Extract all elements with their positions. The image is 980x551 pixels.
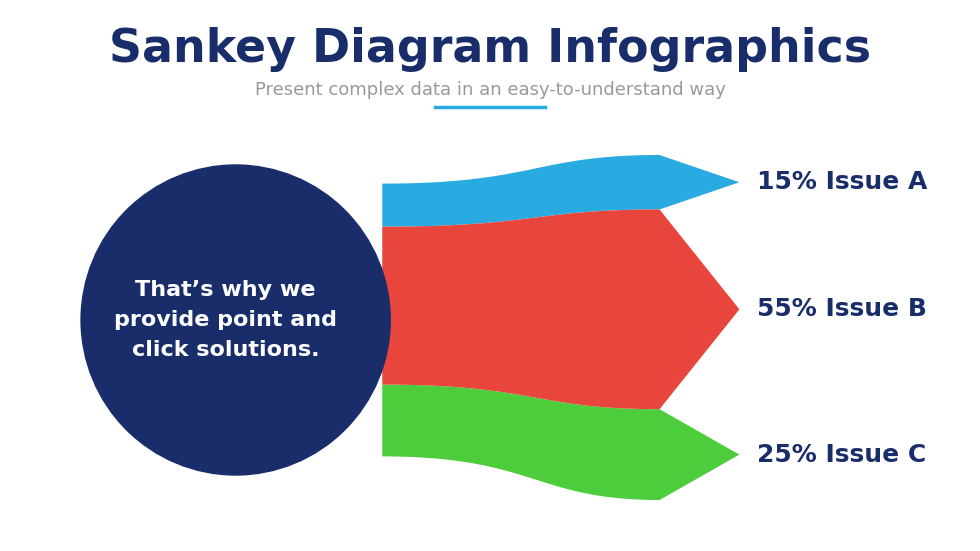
Polygon shape (382, 155, 739, 226)
Text: 25% Issue C: 25% Issue C (758, 442, 926, 467)
Polygon shape (382, 385, 739, 500)
Text: That’s why we
provide point and
click solutions.: That’s why we provide point and click so… (115, 280, 337, 360)
Text: 55% Issue B: 55% Issue B (758, 298, 927, 321)
Text: Present complex data in an easy-to-understand way: Present complex data in an easy-to-under… (255, 81, 725, 99)
Text: 15% Issue A: 15% Issue A (758, 170, 928, 195)
Circle shape (81, 165, 390, 475)
Polygon shape (382, 209, 739, 409)
Text: Sankey Diagram Infographics: Sankey Diagram Infographics (109, 28, 871, 73)
